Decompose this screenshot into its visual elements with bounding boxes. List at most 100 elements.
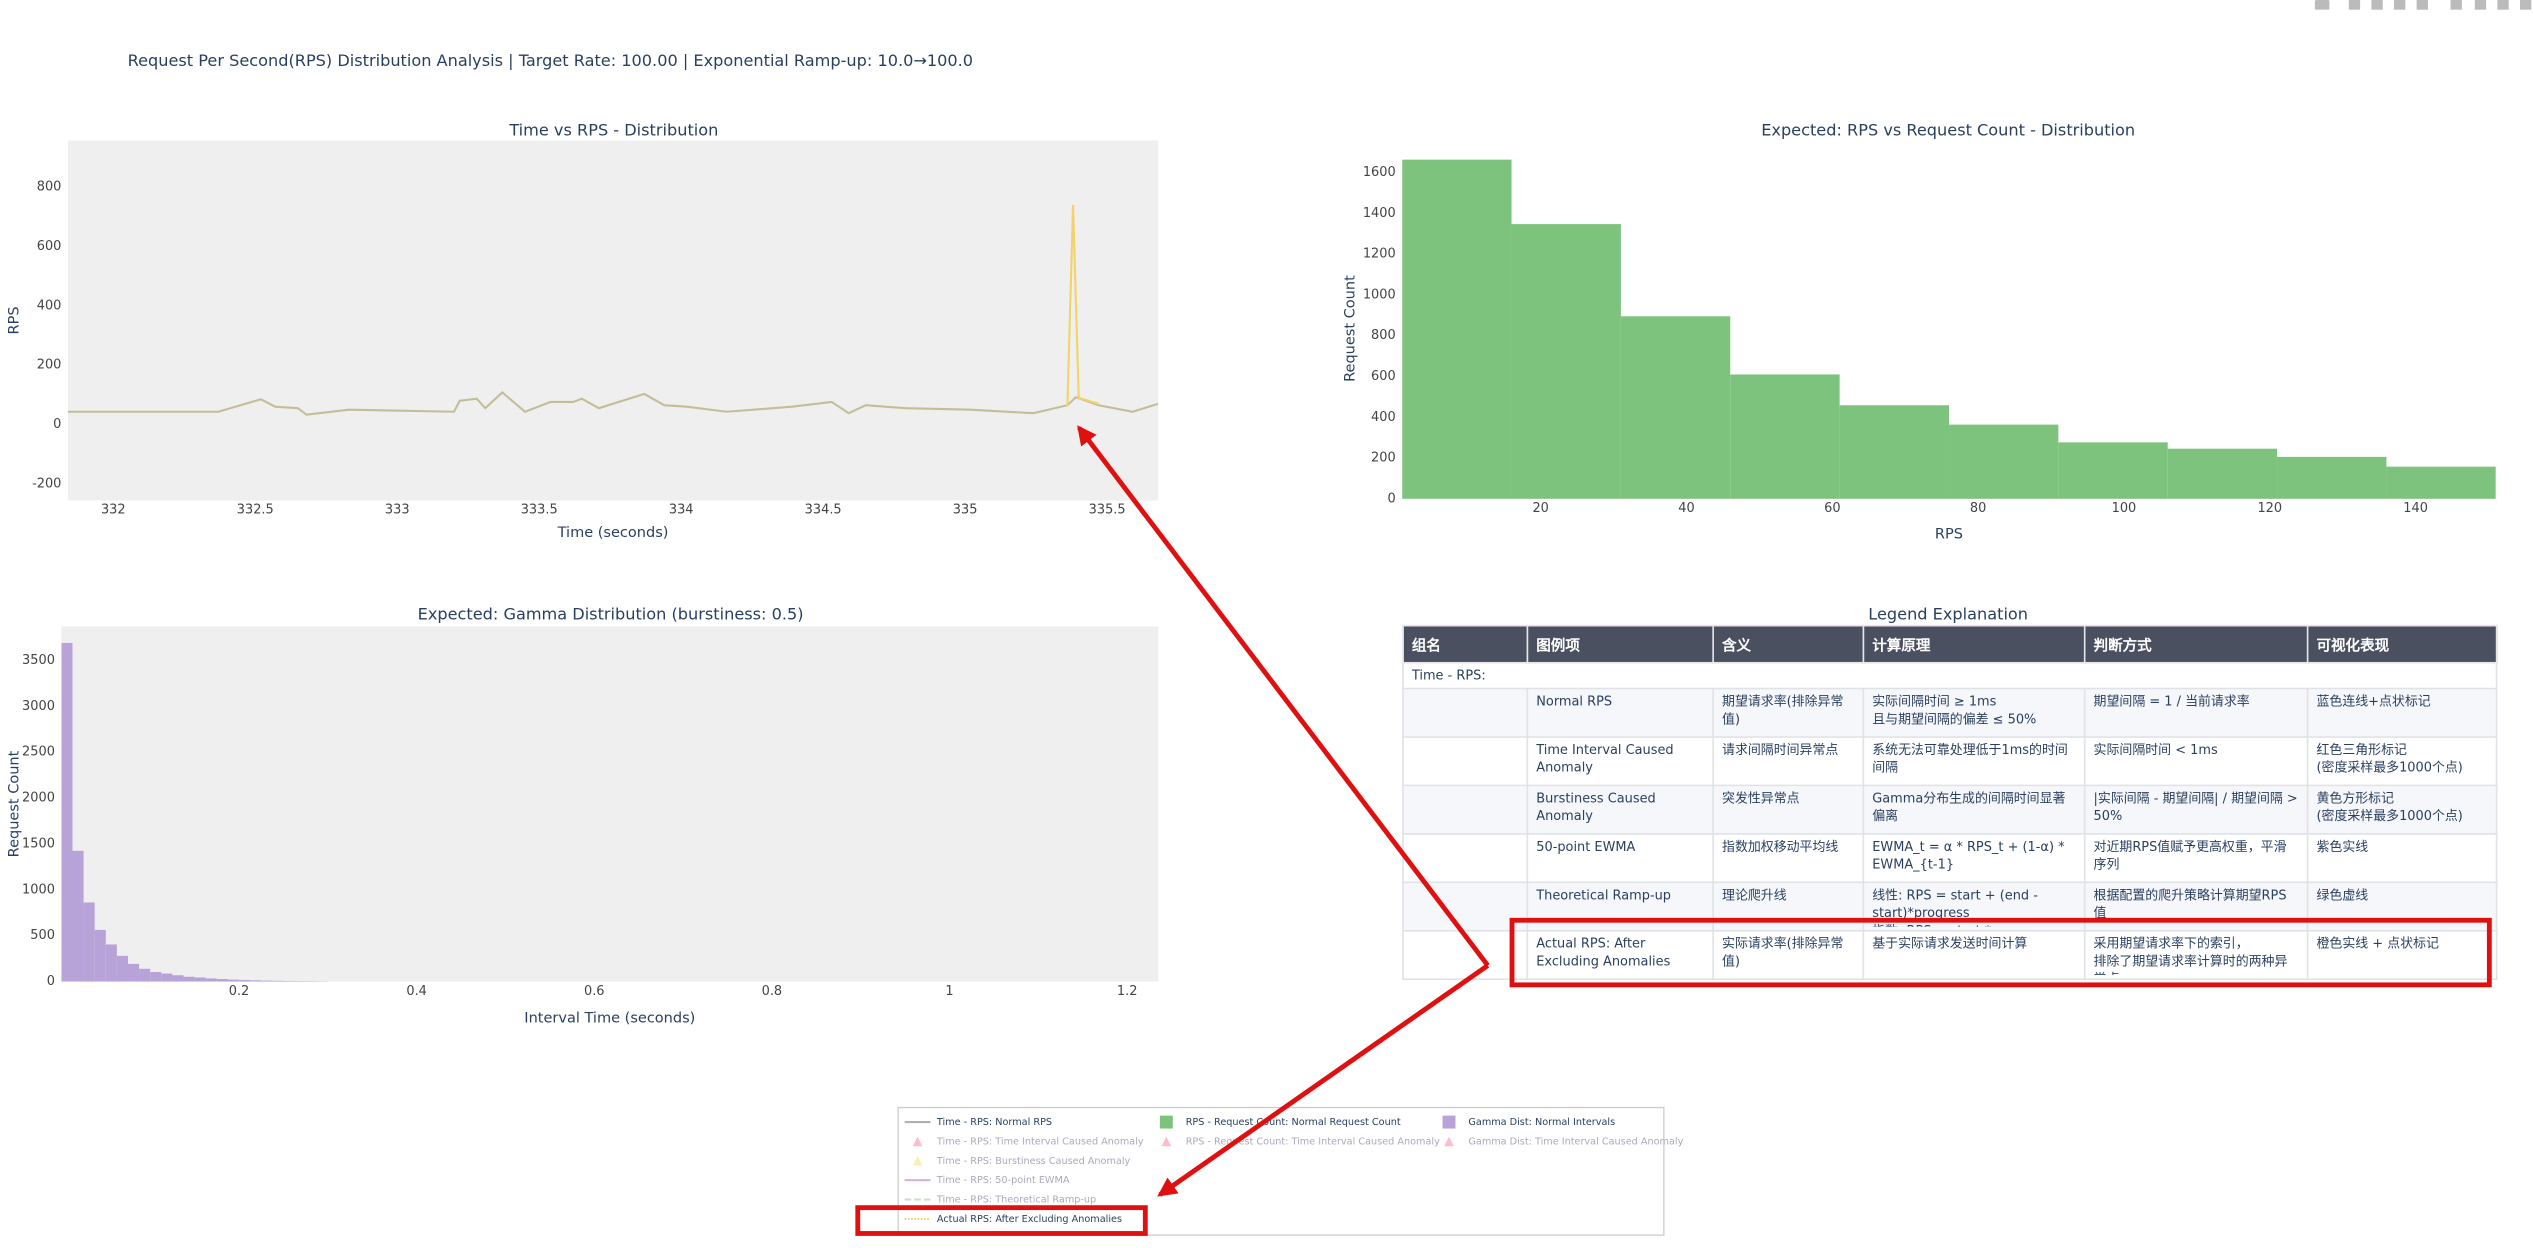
table-cell: 红色三角形标记 (密度采样最多1000个点)	[2306, 736, 2498, 787]
table-cell: 紫色实线	[2306, 833, 2498, 884]
table-cell	[1402, 736, 1529, 787]
table-row: Time Interval Caused Anomaly 请求间隔时间异常点 系统无…	[1402, 736, 2498, 787]
table-cell: EWMA_t = α * RPS_t + (1-α) * EWMA_{t-1}	[1862, 833, 2086, 884]
table-cell	[1402, 687, 1529, 738]
legend-marker	[1159, 1115, 1173, 1129]
histogram-bar	[1730, 374, 1840, 499]
table-cell: 50-point EWMA	[1526, 833, 1714, 884]
cell-text: 根据配置的爬升策略计算期望RPS值	[2093, 887, 2287, 921]
cell-text: 实际请求率(排除异常值)	[1722, 936, 1844, 969]
table-cell: 系统无法可靠处理低于1ms的时间间隔	[1862, 736, 2086, 787]
x-tick-label: 60	[1824, 501, 1840, 516]
y-tick-label: 200	[37, 358, 62, 373]
table-cell: Normal RPS	[1526, 687, 1714, 738]
legend-label: Time - RPS: Burstiness Caused Anomaly	[936, 1156, 1131, 1167]
histogram-bar	[216, 979, 228, 982]
toolbar	[2314, 0, 2532, 10]
table-cell: |实际间隔 - 期望间隔| / 期望间隔 > 50%	[2083, 784, 2309, 835]
table-cell: 指数加权移动平均线	[1712, 833, 1865, 884]
table-cell	[1402, 833, 1529, 884]
table-cell: 请求间隔时间异常点	[1712, 736, 1865, 787]
legend-label: Actual RPS: After Excluding Anomalies	[937, 1214, 1122, 1225]
y-tick-label: 800	[1371, 328, 1396, 343]
toolbar-icon[interactable]	[2416, 0, 2428, 10]
y-tick-label: 400	[1371, 410, 1396, 425]
cell-text: 绿色虚线	[2316, 887, 2369, 903]
legend-marker	[912, 1155, 923, 1166]
table-cell: 期望间隔 = 1 / 当前请求率	[2083, 687, 2309, 738]
histogram-bar	[94, 929, 106, 982]
histogram-bar	[150, 971, 162, 982]
y-tick-label: 2000	[22, 791, 55, 806]
cell-text: Actual RPS: After Excluding Anomalies	[1536, 936, 1671, 969]
table-cell: 实际间隔时间 < 1ms	[2083, 736, 2309, 787]
histogram-bar	[1948, 424, 2059, 499]
table-row: Actual RPS: After Excluding Anomalies 实际请…	[1402, 929, 2498, 981]
toolbar-icon[interactable]	[2474, 0, 2487, 10]
y-axis-label: Request Count	[1342, 275, 1358, 382]
histogram-bar	[205, 978, 217, 982]
table-cell: 实际请求率(排除异常值)	[1712, 929, 1865, 981]
histogram-bar	[2277, 456, 2387, 499]
y-tick-label: 1500	[22, 836, 55, 851]
histogram-bar	[127, 963, 140, 982]
histogram-bar	[105, 944, 117, 982]
table-cell: 突发性异常点	[1712, 784, 1865, 835]
toolbar-icon[interactable]	[2450, 0, 2462, 10]
legend-marker	[912, 1136, 923, 1147]
y-tick-label: 2500	[22, 745, 55, 760]
table-cell: 理论爬升线	[1712, 881, 1865, 932]
toolbar-icon[interactable]	[2348, 0, 2361, 10]
toolbar-icon[interactable]	[2371, 0, 2383, 10]
y-tick-label: 600	[37, 239, 62, 254]
cell-text: 实际间隔时间 < 1ms	[2093, 742, 2218, 758]
cell-text: EWMA_t = α * RPS_t + (1-α) * EWMA_{t-1}	[1872, 839, 2065, 872]
toolbar-icon[interactable]	[2314, 0, 2330, 10]
table-cell: Actual RPS: After Excluding Anomalies	[1526, 929, 1714, 981]
x-axis-label: RPS	[1935, 526, 1963, 542]
cell-text: 系统无法可靠处理低于1ms的时间间隔	[1872, 742, 2068, 775]
cell-text: Time Interval Caused Anomaly	[1536, 742, 1674, 775]
histogram-bar	[72, 850, 84, 982]
histogram-bar	[1402, 159, 1512, 499]
y-tick-label: 800	[37, 180, 62, 195]
cell-text: 线性: RPS = start + (end - start)*progress…	[1872, 887, 2038, 927]
cell-text: 50-point EWMA	[1536, 839, 1636, 855]
toolbar-icon[interactable]	[2497, 0, 2509, 10]
x-tick-label: 0.2	[229, 984, 250, 999]
table-header-cell: 含义	[1712, 624, 1865, 664]
table-cell: 对近期RPS值赋予更高权重，平滑序列	[2083, 833, 2309, 884]
table-cell: 黄色方形标记 (密度采样最多1000个点)	[2306, 784, 2498, 835]
y-tick-label: 1400	[1363, 206, 1396, 221]
plot-area	[67, 140, 1159, 501]
table-title: Legend Explanation	[1868, 605, 2028, 624]
toolbar-icon[interactable]	[2394, 0, 2406, 10]
cell-text: Theoretical Ramp-up	[1536, 887, 1672, 903]
table-header-cell: 组名	[1402, 624, 1529, 664]
cell-text: 实际间隔时间 ≥ 1ms 且与期望间隔的偏差 ≤ 50%	[1872, 694, 2037, 727]
y-tick-label: 1000	[1363, 287, 1396, 302]
y-tick-label: 3500	[22, 653, 55, 668]
x-tick-label: 333	[385, 503, 410, 518]
table-cell: Burstiness Caused Anomaly	[1526, 784, 1714, 835]
table-cell: 根据配置的爬升策略计算期望RPS值	[2083, 881, 2309, 932]
table-header-cell: 判断方式	[2083, 624, 2309, 664]
x-tick-label: 334.5	[805, 503, 842, 518]
histogram-bar	[272, 980, 284, 982]
table-cell	[1402, 929, 1529, 981]
legend-table: 组名 图例项 含义 计算原理 判断方式 可视化表现 Time - RPS: Normal R…	[1402, 624, 2498, 981]
table-cell: 实际间隔时间 ≥ 1ms 且与期望间隔的偏差 ≤ 50%	[1862, 687, 2086, 738]
plot-area	[61, 626, 1159, 982]
y-axis-label: Request Count	[7, 750, 23, 857]
legend-label: RPS - Request Count: Time Interval Cause…	[1186, 1136, 1440, 1147]
toolbar-icon[interactable]	[2520, 0, 2532, 10]
table-row: Burstiness Caused Anomaly 突发性异常点 Gamma分布生成…	[1402, 784, 2498, 835]
y-tick-label: -200	[32, 476, 61, 491]
series-line	[1066, 204, 1099, 407]
histogram-bar	[116, 955, 128, 982]
cell-text: 采用期望请求率下的索引， 排除了期望请求率计算时的两种异常点	[2093, 936, 2288, 975]
y-tick-label: 1200	[1363, 247, 1396, 262]
table-cell	[1402, 784, 1529, 835]
x-tick-label: 0.8	[762, 984, 783, 999]
